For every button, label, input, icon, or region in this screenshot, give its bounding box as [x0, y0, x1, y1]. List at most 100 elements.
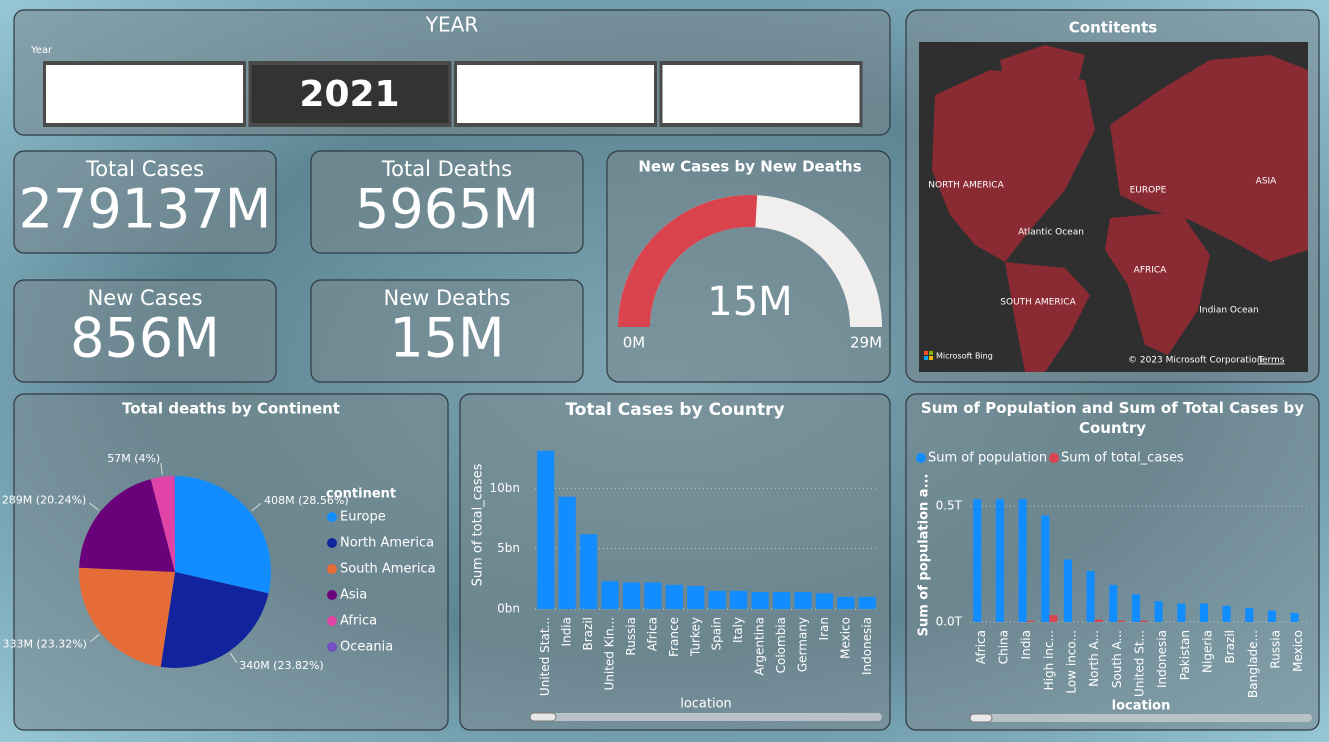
x-tick-label: High inc...	[1042, 630, 1056, 690]
legend-label[interactable]: North America	[340, 536, 434, 551]
bar[interactable]	[1290, 612, 1299, 622]
x-tick-label: Turkey	[688, 617, 702, 657]
slicer-option[interactable]: 2022	[505, 74, 605, 115]
bar[interactable]	[601, 581, 619, 609]
slicer-button[interactable]	[457, 65, 654, 123]
data-label: 340M (23.82%)	[239, 659, 324, 672]
bar[interactable]	[1109, 584, 1118, 622]
x-tick-label: India	[1019, 630, 1033, 659]
bar[interactable]	[1063, 559, 1072, 622]
card-value: 279137M	[19, 178, 272, 241]
map-label: EUROPE	[1130, 186, 1167, 196]
bar[interactable]	[1094, 619, 1103, 622]
pie-slice[interactable]	[79, 479, 175, 572]
bar[interactable]	[751, 592, 769, 609]
legend-label[interactable]: Sum of total_cases	[1061, 451, 1184, 466]
bar[interactable]	[837, 596, 855, 609]
bar[interactable]	[1026, 620, 1035, 622]
bar[interactable]	[537, 450, 555, 609]
map-label: ASIA	[1256, 177, 1278, 187]
x-tick-label: Africa	[645, 617, 659, 651]
bar[interactable]	[1199, 603, 1208, 622]
legend-marker[interactable]	[1049, 453, 1059, 463]
bar[interactable]	[815, 593, 833, 609]
slicer-button[interactable]	[662, 65, 860, 123]
bar[interactable]	[687, 586, 705, 609]
leader-line	[89, 633, 100, 643]
bar[interactable]	[622, 582, 641, 609]
scrollbar[interactable]	[530, 713, 882, 721]
legend-label[interactable]: Oceania	[340, 640, 393, 655]
legend-label[interactable]: Europe	[340, 510, 386, 525]
legend-marker[interactable]	[327, 538, 337, 548]
bar[interactable]	[794, 592, 812, 609]
bar[interactable]	[1049, 615, 1058, 622]
bar[interactable]	[973, 499, 982, 622]
pie-slice[interactable]	[79, 567, 175, 667]
legend-label[interactable]: Asia	[340, 588, 367, 603]
leader-line	[89, 502, 100, 511]
pie-slice[interactable]	[175, 476, 271, 594]
bar[interactable]	[1086, 571, 1095, 622]
pie-slice[interactable]	[160, 572, 269, 668]
map-terms[interactable]: Terms	[1257, 356, 1285, 366]
bar[interactable]	[1245, 608, 1254, 622]
card-label: Total Cases	[85, 157, 204, 181]
slicer-option[interactable]: 2021	[299, 74, 399, 115]
x-tick-label: France	[667, 617, 681, 657]
legend-title: continent	[326, 487, 396, 502]
x-tick-label: Brazil	[1223, 630, 1237, 664]
x-tick-label: Germany	[795, 617, 809, 672]
land	[1105, 212, 1210, 355]
bar[interactable]	[708, 590, 726, 609]
x-tick-label: United Stat...	[538, 617, 552, 696]
slicer-option[interactable]: 2020	[94, 74, 194, 115]
x-tick-label: Brazil	[581, 617, 595, 651]
slicer-option[interactable]: 2023	[710, 74, 810, 115]
bar[interactable]	[995, 499, 1004, 622]
chart-title-box: Sum of Population and Sum of Total Cases…	[921, 399, 1304, 437]
scrollbar[interactable]	[970, 714, 1312, 722]
map-label: NORTH AMERICA	[928, 181, 1004, 191]
legend-marker[interactable]	[327, 564, 337, 574]
bar[interactable]	[1267, 610, 1276, 622]
bar[interactable]	[1154, 601, 1163, 622]
legend-marker[interactable]	[327, 616, 337, 626]
legend-label[interactable]: Africa	[340, 614, 377, 629]
data-label: 57M (4%)	[107, 452, 160, 465]
legend-marker[interactable]	[916, 453, 926, 463]
legend-marker[interactable]	[327, 590, 337, 600]
bar[interactable]	[1131, 594, 1140, 622]
slicer-button[interactable]	[46, 65, 243, 123]
bar[interactable]	[1041, 515, 1050, 622]
leader-line	[251, 503, 262, 512]
bar[interactable]	[858, 596, 876, 609]
y-tick-label: 5bn	[497, 541, 520, 555]
legend-label[interactable]: South America	[340, 562, 436, 577]
pie-slice[interactable]	[150, 476, 175, 572]
slicer-button[interactable]	[251, 65, 449, 123]
legend-marker[interactable]	[327, 512, 337, 522]
x-tick-label: North A...	[1087, 630, 1101, 687]
bar[interactable]	[772, 592, 791, 609]
x-tick-label: Mexico	[838, 617, 852, 659]
bar[interactable]	[644, 582, 662, 609]
scrollbar-thumb[interactable]	[969, 713, 993, 723]
map-label: Atlantic Ocean	[1018, 228, 1084, 238]
bar[interactable]	[665, 584, 683, 609]
legend-label[interactable]: Sum of population	[928, 451, 1047, 466]
bar[interactable]	[558, 496, 576, 609]
x-axis-label: location	[680, 697, 732, 712]
card-label: New Deaths	[384, 286, 511, 310]
card-panel	[310, 279, 584, 383]
bar[interactable]	[1140, 620, 1149, 622]
bar[interactable]	[1117, 620, 1126, 622]
scrollbar-thumb[interactable]	[529, 712, 557, 722]
bar[interactable]	[1018, 499, 1027, 622]
legend-marker[interactable]	[327, 642, 337, 652]
bar[interactable]	[1222, 605, 1231, 622]
bar[interactable]	[730, 590, 748, 609]
bar[interactable]	[580, 534, 598, 609]
bar[interactable]	[1177, 603, 1186, 622]
